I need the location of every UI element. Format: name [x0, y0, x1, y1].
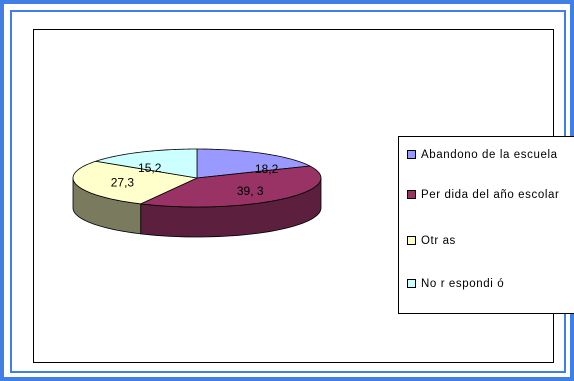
pie-label-0: 18,2 — [255, 162, 279, 176]
pie-top-faces — [72, 148, 322, 208]
pie-label-3: 15,2 — [138, 161, 162, 175]
legend-swatch-otras — [407, 236, 416, 245]
pie-slice-1 — [139, 165, 322, 208]
legend-label-otras: Otr as — [421, 235, 456, 247]
pie-label-2: 27,3 — [111, 175, 135, 189]
legend-swatch-abandono — [407, 150, 416, 159]
legend: Abandono de la escuela Per dida del año … — [398, 136, 574, 314]
pie-chart: 18,2 39, 3 27,315,2 — [72, 148, 322, 238]
pie-label-1: 39, 3 — [237, 184, 264, 198]
legend-swatch-no-respondio — [407, 279, 416, 288]
chart-area: 18,2 39, 3 27,3 15,2 Abandono de la escuela… — [33, 29, 574, 363]
pie-slice-2 — [72, 160, 199, 205]
pie-slice-0 — [196, 148, 312, 179]
legend-label-perdida: Per dida del año escolar — [421, 189, 560, 201]
legend-label-abandono: Abandono de la escuela — [421, 149, 558, 161]
pie-data-labels: 18,2 39, 3 27,315,2 — [111, 161, 279, 198]
pie-slice-3 — [95, 148, 198, 179]
legend-swatch-perdida — [407, 190, 416, 199]
legend-label-no-respondio: No r espondi ó — [421, 278, 505, 290]
